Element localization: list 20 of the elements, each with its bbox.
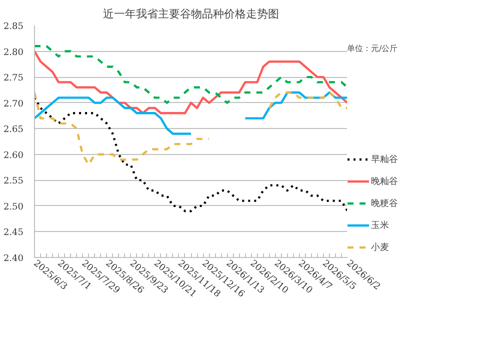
y-tick-label: 2.85: [3, 22, 24, 32]
legend-label: 早籼谷: [371, 154, 398, 166]
y-tick-label: 2.45: [3, 228, 24, 238]
legend-label: 晚粳谷: [371, 198, 398, 210]
line-series: [34, 45, 348, 104]
line-series: [34, 50, 348, 114]
chart-title: 近一年我省主要谷物品种价格走势图: [103, 8, 279, 20]
y-tick-label: 2.80: [3, 48, 24, 58]
y-tick-label: 2.55: [3, 176, 24, 187]
y-tick-label: 2.50: [3, 202, 24, 212]
y-tick-label: 2.75: [3, 74, 24, 84]
legend-label: 玉米: [371, 220, 390, 232]
y-tick-label: 2.65: [3, 125, 24, 136]
y-tick-label: 2.70: [3, 99, 24, 110]
legend-label: 小麦: [371, 242, 390, 254]
line-series: [34, 96, 348, 212]
legend-label: 晚籼谷: [371, 176, 398, 188]
annotation: 单位：元/公斤: [347, 43, 398, 54]
y-tick-label: 2.60: [3, 150, 24, 161]
y-tick-label: 2.40: [3, 254, 24, 264]
